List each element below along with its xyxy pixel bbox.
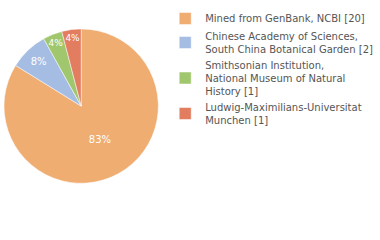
svg-text:Smithsonian Institution,Nation: Smithsonian Institution,National Museum … (205, 60, 345, 97)
svg-text:Chinese Academy of Sciences,So: Chinese Academy of Sciences,South China … (205, 31, 373, 55)
svg-text:83%: 83% (89, 134, 111, 145)
svg-text:4%: 4% (65, 33, 80, 43)
svg-text:4%: 4% (49, 38, 64, 48)
svg-text:Mined from GenBank, NCBI [20]: Mined from GenBank, NCBI [20] (205, 13, 365, 24)
svg-text:8%: 8% (31, 56, 47, 67)
svg-text:Ludwig-Maximilians-Universitat: Ludwig-Maximilians-UniversitatMunchen [1… (205, 102, 361, 126)
